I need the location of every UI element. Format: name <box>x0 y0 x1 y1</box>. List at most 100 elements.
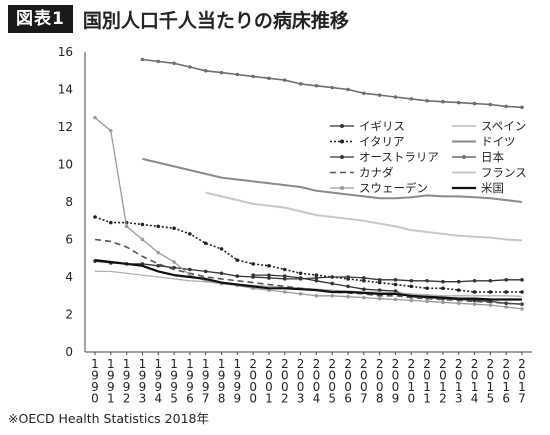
data-point <box>140 237 145 242</box>
figure-header: 図表1 国別人口千人当たりの病床推移 <box>8 4 349 34</box>
data-point <box>362 278 366 283</box>
data-point <box>93 215 97 219</box>
y-tick-label: 0 <box>65 345 73 359</box>
series-line <box>95 270 523 297</box>
y-tick-label: 4 <box>65 270 73 284</box>
data-point <box>140 222 145 227</box>
data-point <box>456 301 461 306</box>
data-point <box>377 93 382 97</box>
data-point <box>156 263 161 268</box>
data-point <box>251 262 255 266</box>
chart-title: 国別人口千人当たりの病床推移 <box>82 9 349 32</box>
data-point <box>314 83 319 88</box>
data-point <box>235 258 240 262</box>
legend-item: フランス <box>452 166 527 180</box>
legend-label: フランス <box>481 166 527 180</box>
series-3 <box>142 157 523 203</box>
data-point <box>267 276 271 280</box>
data-point <box>504 104 508 109</box>
data-point <box>267 263 271 268</box>
data-point <box>425 98 429 103</box>
legend-label: カナダ <box>359 166 394 180</box>
legend-label: ドイツ <box>481 135 516 149</box>
series-line <box>142 58 523 109</box>
data-point <box>251 275 255 279</box>
legend-item: イギリス <box>330 119 405 133</box>
data-point <box>172 260 176 264</box>
data-point <box>472 278 477 283</box>
data-point <box>346 294 350 299</box>
data-point <box>393 95 398 99</box>
series-line <box>142 157 523 203</box>
series-line <box>205 191 523 242</box>
legend-marker <box>340 124 344 128</box>
data-point <box>409 298 414 303</box>
data-point <box>219 271 224 276</box>
data-point <box>282 274 287 278</box>
data-point <box>488 278 493 283</box>
series-5 <box>140 57 524 110</box>
data-point <box>219 247 224 251</box>
data-point <box>203 241 208 246</box>
legend-item: オーストラリア <box>330 150 439 164</box>
data-point <box>393 282 398 287</box>
data-point <box>393 278 398 282</box>
legend-marker <box>340 186 344 190</box>
data-point <box>425 299 429 304</box>
data-point <box>314 278 319 283</box>
data-point <box>109 128 113 133</box>
data-point <box>282 290 287 294</box>
data-point <box>156 224 161 229</box>
source-note: ※OECD Health Statistics 2018年 <box>8 411 209 426</box>
legend-marker <box>340 139 344 144</box>
legend-label: スウェーデン <box>359 181 428 195</box>
data-point <box>282 277 287 281</box>
chart-axes: 0 2 4 6 8 10 12 14 16 1 9 9 0 1 9 9 1 1 9 9 2 1 9 9 3 1 9 9 4 1 9 9 5 1 9 9… <box>58 45 532 406</box>
data-point <box>488 102 493 107</box>
data-point <box>188 267 192 272</box>
data-point <box>504 290 508 294</box>
y-tick-label: 10 <box>58 158 73 172</box>
data-point <box>330 275 335 279</box>
data-point <box>362 287 366 291</box>
data-point <box>314 276 319 280</box>
data-point <box>425 286 429 291</box>
y-tick-label: 14 <box>58 83 73 97</box>
data-point <box>330 293 335 298</box>
data-point <box>377 278 382 282</box>
data-point <box>346 284 350 289</box>
data-point <box>362 91 366 96</box>
data-point <box>282 78 287 82</box>
series-1 <box>95 270 523 297</box>
data-point <box>330 85 335 90</box>
legend-item: 米国 <box>452 181 504 195</box>
series-line <box>94 259 522 301</box>
data-point <box>203 68 208 73</box>
data-point <box>441 99 445 104</box>
data-point <box>188 232 192 236</box>
data-point <box>520 105 524 110</box>
series-9 <box>94 259 522 301</box>
legend-label: 日本 <box>481 150 504 164</box>
series-line <box>253 274 523 305</box>
data-point <box>377 288 382 292</box>
data-point <box>109 220 113 225</box>
data-point <box>488 303 493 307</box>
y-tick-label: 6 <box>65 233 73 247</box>
